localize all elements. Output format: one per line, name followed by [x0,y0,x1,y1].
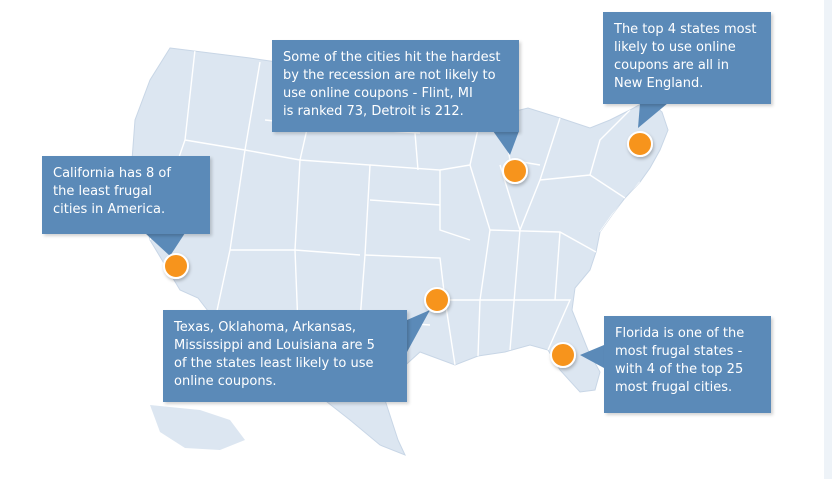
florida-pointer [580,345,604,368]
texas-callout: Texas, Oklahoma, Arkansas, Mississippi a… [163,310,407,402]
recession-callout-text: Some of the cities hit the hardest by th… [283,50,501,119]
new-england-marker[interactable] [627,131,653,157]
new-england-callout: The top 4 states most likely to use onli… [603,12,771,104]
michigan-marker[interactable] [502,158,528,184]
markers [163,131,653,368]
recession-callout: Some of the cities hit the hardest by th… [272,40,519,132]
california-callout-text: California has 8 of the least frugal cit… [53,166,171,217]
new-england-pointer [638,103,668,128]
california-pointer [145,233,185,256]
alaska-shape [150,405,245,450]
new-england-callout-text: The top 4 states most likely to use onli… [614,22,757,91]
florida-callout: Florida is one of the most frugal states… [604,316,771,413]
right-edge-bar [824,0,832,479]
florida-callout-text: Florida is one of the most frugal states… [615,326,745,395]
recession-pointer [493,131,519,155]
california-callout: California has 8 of the least frugal cit… [42,156,210,234]
texas-pointer [407,310,430,352]
florida-marker[interactable] [550,342,576,368]
louisiana-marker[interactable] [424,287,450,313]
callout-pointers [145,103,668,368]
texas-callout-text: Texas, Oklahoma, Arkansas, Mississippi a… [174,320,375,389]
california-marker[interactable] [163,253,189,279]
